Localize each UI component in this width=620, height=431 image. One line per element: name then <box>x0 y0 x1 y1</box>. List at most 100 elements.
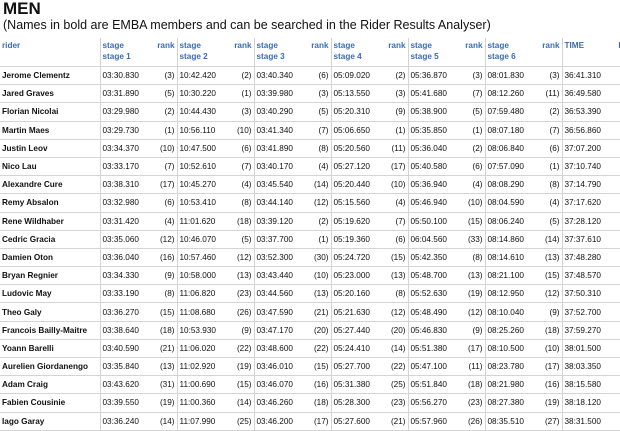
rank-cell: (6) <box>227 139 254 158</box>
rank-cell: (15) <box>381 248 408 268</box>
rank-cell: (3) <box>227 102 254 122</box>
time-cell: 08:25.260 <box>484 321 535 340</box>
rank-cell: (11) <box>381 139 408 158</box>
time-cell: 05:38.900 <box>407 102 458 122</box>
table-row: Justin Leov 03:34.370 (10) 10:47.500 (6) 03:4… <box>0 139 620 158</box>
header-rank: rank <box>234 41 252 50</box>
table-row: Florian Nicolai 03:29.980 (2) 10:44.430 (3) 0… <box>0 102 620 122</box>
header-top: stage rank <box>257 40 329 51</box>
time-cell: 03:36.270 <box>99 302 150 322</box>
rank-cell: (12) <box>458 302 485 322</box>
rank-cell: (4) <box>227 175 254 195</box>
time-cell: 03:43.440 <box>253 266 304 286</box>
time-cell: 05:51.380 <box>407 339 458 359</box>
time-cell: 08:07.180 <box>484 121 535 140</box>
time-cell: 03:38.640 <box>99 321 150 340</box>
table-row: Damien Oton 03:36.040 (16) 10:57.460 (12) 03:… <box>0 248 620 268</box>
time-cell: 03:40.290 <box>253 102 304 122</box>
time-cell: 05:35.850 <box>407 121 458 140</box>
table-row: Martin Maes 03:29.730 (1) 10:56.110 (10) 03:4… <box>0 121 620 140</box>
rider-name: Iago Garay <box>0 412 100 431</box>
rider-name: Rene Wildhaber <box>0 212 100 231</box>
rank-cell: (4) <box>304 157 331 177</box>
time-cell: 05:27.700 <box>330 357 381 377</box>
rank-cell: (10) <box>614 230 620 249</box>
time-cell: 08:01.830 <box>484 66 535 86</box>
rank-cell: (25) <box>381 375 408 395</box>
rank-cell: (7) <box>614 175 620 195</box>
time-cell: 38:03.350 <box>561 357 614 377</box>
rank-cell: (33) <box>458 230 485 249</box>
rank-cell: (8) <box>304 139 331 158</box>
time-cell: 36:56.860 <box>561 121 614 140</box>
time-cell: 10:58.000 <box>176 266 227 286</box>
rank-cell: (18) <box>150 321 177 340</box>
rider-name: Remy Absalon <box>0 193 100 213</box>
time-cell: 05:48.490 <box>407 302 458 322</box>
time-cell: 03:34.330 <box>99 266 150 286</box>
rank-cell: (18) <box>227 212 254 231</box>
time-cell: 08:08.290 <box>484 175 535 195</box>
rank-cell: (8) <box>150 284 177 304</box>
time-cell: 11:08.680 <box>176 302 227 322</box>
table-row: Bryan Regnier 03:34.330 (9) 10:58.000 (13) 03… <box>0 266 620 286</box>
table-row: Jared Graves 03:31.890 (5) 10:30.220 (1) 03:3… <box>0 84 620 104</box>
rank-cell: (21) <box>304 302 331 322</box>
title: MEN <box>3 0 41 18</box>
rank-cell: (12) <box>304 193 331 213</box>
header-rank: rank <box>465 41 483 50</box>
rank-cell: (19) <box>227 357 254 377</box>
rank-cell: (2) <box>535 102 562 122</box>
time-cell: 05:20.440 <box>330 175 381 195</box>
time-cell: 11:06.020 <box>176 339 227 359</box>
rank-cell: (6) <box>535 139 562 158</box>
rank-cell: (12) <box>614 266 620 286</box>
rider-name: Fabien Cousinie <box>0 393 100 413</box>
rank-cell: (10) <box>304 266 331 286</box>
rank-cell: (23) <box>227 284 254 304</box>
rank-cell: (10) <box>227 121 254 140</box>
time-cell: 05:46.830 <box>407 321 458 340</box>
time-cell: 03:31.420 <box>99 212 150 231</box>
time-cell: 05:41.680 <box>407 84 458 104</box>
time-cell: 08:21.980 <box>484 375 535 395</box>
rank-cell: (5) <box>150 84 177 104</box>
header-sub: stage 3 <box>256 52 285 61</box>
rider-name: Francois Bailly-Maitre <box>0 321 100 340</box>
header-top: stage rank <box>103 40 175 51</box>
time-cell: 03:46.070 <box>253 375 304 395</box>
header-sub: stage 6 <box>487 52 516 61</box>
table-row: Remy Absalon 03:32.980 (6) 10:53.410 (8) 03:4… <box>0 193 620 213</box>
rank-cell: (4) <box>614 121 620 140</box>
time-cell: 11:00.690 <box>176 375 227 395</box>
rider-name: Florian Nicolai <box>0 102 100 122</box>
rank-cell: (26) <box>458 412 485 431</box>
time-cell: 08:14.610 <box>484 248 535 268</box>
time-cell: 03:46.260 <box>253 393 304 413</box>
rider-name: Adam Craig <box>0 375 100 395</box>
header-row: rider stage rank stage 1 stage rank stage 2 sta… <box>0 38 620 67</box>
time-cell: 05:42.350 <box>407 248 458 268</box>
header-cell: RANK <box>614 38 620 67</box>
rank-cell: (17) <box>381 157 408 177</box>
rank-cell: (19) <box>535 393 562 413</box>
rank-cell: (13) <box>150 357 177 377</box>
time-cell: 03:40.340 <box>253 66 304 86</box>
rank-cell: (20) <box>381 321 408 340</box>
table-row: Francois Bailly-Maitre 03:38.640 (18) 10:53… <box>0 321 620 340</box>
header-top: stage rank <box>488 40 560 51</box>
time-cell: 37:28.120 <box>561 212 614 231</box>
header-stage: stage <box>333 41 355 50</box>
time-cell: 08:04.590 <box>484 193 535 213</box>
time-cell: 03:30.830 <box>99 66 150 86</box>
time-cell: 05:46.940 <box>407 193 458 213</box>
rank-cell: (10) <box>458 193 485 213</box>
time-cell: 03:35.840 <box>99 357 150 377</box>
rank-cell: (1) <box>458 121 485 140</box>
time-cell: 38:18.120 <box>561 393 614 413</box>
time-cell: 11:06.820 <box>176 284 227 304</box>
time-cell: 05:20.310 <box>330 102 381 122</box>
time-cell: 05:47.100 <box>407 357 458 377</box>
header-rank: rank <box>157 41 175 50</box>
